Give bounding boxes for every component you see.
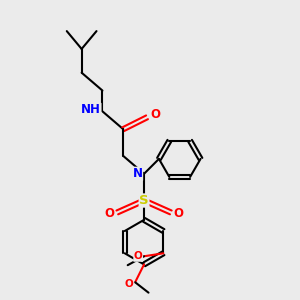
Text: O: O <box>104 207 114 220</box>
Text: S: S <box>139 194 149 207</box>
Text: NH: NH <box>81 103 101 116</box>
Text: O: O <box>174 207 184 220</box>
Text: O: O <box>125 279 134 289</box>
Text: O: O <box>150 108 160 121</box>
Text: N: N <box>133 167 142 180</box>
Text: O: O <box>134 251 142 261</box>
